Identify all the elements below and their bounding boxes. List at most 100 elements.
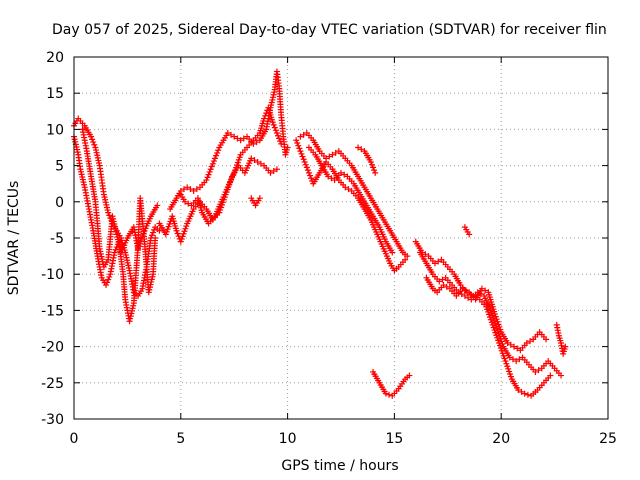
track-markers [302,161,311,174]
data-point [543,336,550,343]
data-point [297,133,304,140]
track-markers [499,331,510,344]
track-markers [455,288,464,297]
track-markers [127,302,137,322]
track-markers [528,364,537,373]
track-markers [554,324,562,337]
track-markers [179,193,187,203]
track-markers [503,360,514,380]
track-markers [333,172,342,181]
track-markers [252,132,261,141]
track-markers [262,107,271,119]
track-markers [560,346,568,355]
track-markers [368,219,380,235]
track-markers [237,165,246,174]
track-markers [263,165,272,174]
data-point [338,169,344,176]
data-point [367,158,374,165]
track-markers [204,208,215,221]
track-markers [362,186,373,200]
track-markers [332,149,339,156]
track-markers [338,150,347,159]
track-markers [213,201,224,217]
track-markers [318,150,327,159]
x-tick-label: 15 [385,431,403,447]
track-markers [311,172,322,185]
track-markers [270,168,277,175]
track-markers [375,208,386,221]
track-markers [72,117,80,127]
track-markers [204,168,213,181]
track-markers [239,146,248,156]
data-point [562,343,569,350]
data-point [372,169,379,176]
series-track-k [355,144,379,176]
data-point [203,177,210,184]
track-markers [553,367,562,377]
data-point [237,137,244,144]
track-markers [440,259,449,268]
track-markers [530,388,539,397]
track-markers [257,160,264,167]
track-markers [496,342,508,362]
track-markers [488,309,500,329]
track-markers [519,342,528,351]
track-markers [234,135,241,142]
track-markers [388,262,396,272]
data-point [513,358,520,365]
data-point [504,339,511,346]
track-markers [246,136,255,145]
data-point [231,133,238,140]
track-markers [84,150,94,177]
track-markers [225,172,237,188]
series-track-o [423,274,550,354]
data-point [389,249,396,256]
track-markers [532,331,541,340]
data-point [404,253,411,260]
track-markers [283,146,290,156]
data-point [511,343,518,350]
data-point [267,169,274,176]
track-markers [169,215,179,232]
data-point [478,285,485,292]
track-markers [311,139,322,152]
track-markers [556,335,564,344]
track-markers [300,131,307,138]
data-point [342,184,349,191]
track-markers [257,117,267,134]
data-point [111,249,118,256]
track-markers [356,175,367,189]
data-point [256,195,263,202]
y-tick-label: -15 [41,303,64,319]
track-markers [371,215,382,228]
data-point [261,115,268,122]
track-markers [507,341,514,348]
track-markers [89,136,98,148]
data-point [431,260,438,267]
series-track-l [370,368,413,399]
track-markers [439,276,446,283]
y-tick-label: 0 [55,195,64,211]
track-markers [482,295,493,311]
track-markers [142,215,153,232]
track-markers [414,240,424,254]
track-markers [149,204,160,218]
series-track-g [248,195,263,209]
track-markers [77,117,86,127]
track-markers [253,139,260,146]
series-track-j [305,144,396,256]
y-tick-label: -25 [41,376,64,392]
track-markers [115,230,123,239]
track-markers [199,179,208,188]
track-markers [274,132,284,145]
track-markers [219,186,230,203]
data-point [278,140,285,147]
track-markers [178,223,190,243]
track-markers [305,132,315,141]
track-markers [227,131,234,138]
track-markers [249,197,258,207]
track-markers [458,291,465,298]
track-markers [92,147,103,167]
data-point [515,387,522,394]
